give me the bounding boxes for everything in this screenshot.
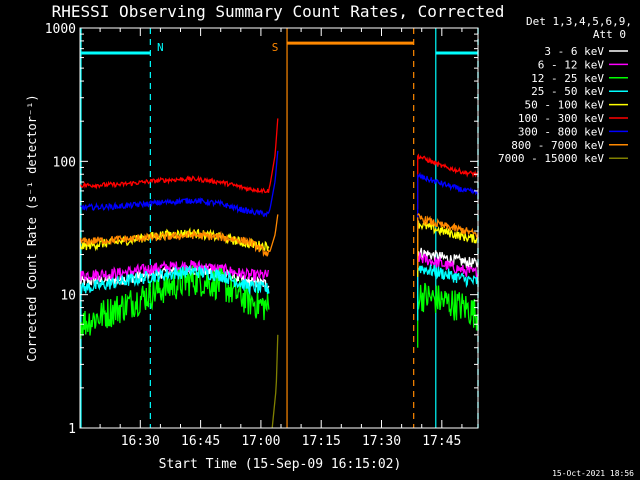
y-tick-label: 10 bbox=[60, 289, 76, 304]
series-line-after-gap bbox=[417, 282, 478, 331]
legend-label: 6 - 12 keV bbox=[538, 58, 605, 71]
y-tick-label: 1000 bbox=[45, 22, 76, 37]
y-axis-label: Corrected Count Rate (s⁻¹ detector⁻¹) bbox=[25, 94, 39, 361]
axes: 16:30 16:45 17:00 17:15 17:30 17:45 1 10 100 1000 bbox=[45, 22, 479, 449]
plot-frame bbox=[79, 27, 479, 429]
series-line-before-gap bbox=[80, 150, 279, 218]
legend-label: 800 - 7000 keV bbox=[511, 139, 604, 152]
marker-label-s: S bbox=[272, 41, 279, 54]
legend-label: 7000 - 15000 keV bbox=[498, 152, 604, 165]
series-group bbox=[80, 118, 478, 428]
x-tick-label: 17:15 bbox=[302, 434, 341, 449]
series-7000-to-15000keV bbox=[271, 334, 279, 428]
x-tick-label: 17:45 bbox=[422, 434, 461, 449]
x-tick-label: 16:30 bbox=[121, 434, 160, 449]
x-axis-label: Start Time (15-Sep-09 16:15:02) bbox=[159, 457, 402, 472]
series-line-before-gap bbox=[80, 265, 270, 297]
series-line-after-gap bbox=[417, 171, 478, 196]
series-line-before-gap bbox=[80, 259, 269, 282]
series-line-after-gap bbox=[417, 212, 478, 240]
legend-label: 12 - 25 keV bbox=[531, 72, 604, 85]
series-line-after-gap bbox=[417, 264, 478, 288]
y-tick-label: 1 bbox=[68, 422, 76, 437]
series-line-after-gap bbox=[417, 153, 478, 178]
series-line-before-gap bbox=[80, 214, 279, 257]
legend-header-line-1: Det 1,3,4,5,6,9, bbox=[526, 15, 632, 28]
series-line-before-gap bbox=[271, 334, 279, 428]
legend-label: 25 - 50 keV bbox=[531, 85, 604, 98]
legend-label: 300 - 800 keV bbox=[518, 125, 604, 138]
legend-header-line-2: Att 0 bbox=[593, 28, 626, 41]
legend-label: 3 - 6 keV bbox=[544, 45, 604, 58]
marker-label-n: N bbox=[157, 41, 164, 54]
x-tick-label: 16:45 bbox=[181, 434, 220, 449]
series-800-to-7000keV bbox=[80, 212, 478, 271]
legend-label: 50 - 100 keV bbox=[525, 99, 605, 112]
x-tick-label: 17:30 bbox=[362, 434, 401, 449]
series-line-before-gap bbox=[80, 118, 279, 195]
x-tick-label: 17:00 bbox=[241, 434, 280, 449]
series-line-after-gap bbox=[417, 252, 478, 280]
footer-timestamp: 15-Oct-2021 18:56 bbox=[552, 469, 634, 478]
legend-label: 100 - 300 keV bbox=[518, 112, 604, 125]
series-line-before-gap bbox=[80, 265, 270, 339]
y-tick-label: 100 bbox=[53, 155, 76, 170]
series-line-after-gap bbox=[417, 220, 478, 244]
chart-title: RHESSI Observing Summary Count Rates, Co… bbox=[52, 2, 505, 21]
